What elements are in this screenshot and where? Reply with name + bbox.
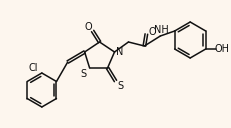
Text: O: O xyxy=(149,27,156,37)
Text: OH: OH xyxy=(214,44,229,54)
Text: NH: NH xyxy=(154,25,169,35)
Text: O: O xyxy=(85,22,92,32)
Text: N: N xyxy=(116,47,123,57)
Text: Cl: Cl xyxy=(28,63,38,73)
Text: S: S xyxy=(81,69,87,79)
Text: S: S xyxy=(117,81,124,91)
